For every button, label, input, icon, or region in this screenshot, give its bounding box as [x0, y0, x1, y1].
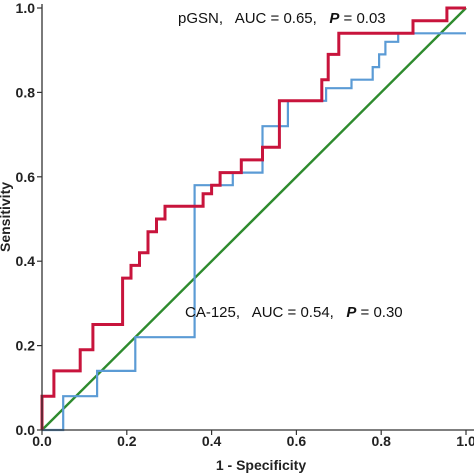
pgsn-annotation-p-value: = 0.03 — [339, 10, 385, 27]
y-tick-label: 1.0 — [16, 0, 36, 16]
pgsn-curve — [40, 6, 466, 430]
y-tick-label: 0.4 — [16, 253, 36, 269]
ca125-annotation: CA-125, AUC = 0.54, P = 0.30 — [185, 304, 403, 321]
y-tick-label: 0.2 — [16, 338, 36, 354]
ca125-annotation-p-symbol: P — [346, 304, 357, 321]
ca125-annotation-p-value: = 0.30 — [356, 304, 402, 321]
ca125-curve — [42, 32, 466, 432]
y-tick-label: 0.0 — [16, 422, 36, 438]
pgsn-annotation-p-symbol: P — [329, 10, 340, 27]
pgsn-annotation: pGSN, AUC = 0.65, P = 0.03 — [178, 10, 386, 27]
x-tick-label: 0.6 — [287, 433, 307, 449]
y-tick-label: 0.8 — [16, 84, 36, 100]
x-axis-ticks: 0.0 0.2 0.4 0.6 0.8 1.0 — [32, 430, 474, 449]
reference-curve — [41, 7, 467, 431]
roc-curves — [40, 6, 467, 432]
ca125-annotation-stats: CA-125, AUC = 0.54, — [185, 304, 346, 321]
x-tick-label: 0.2 — [117, 433, 137, 449]
y-tick-label: 0.6 — [16, 169, 36, 185]
x-tick-label: 0.0 — [32, 433, 52, 449]
y-axis-label: Sensitivity — [0, 182, 13, 252]
x-tick-label: 0.4 — [202, 433, 222, 449]
x-tick-label: 0.8 — [371, 433, 391, 449]
y-axis-ticks: 0.0 0.2 0.4 0.6 0.8 1.0 — [16, 0, 42, 438]
pgsn-annotation-stats: pGSN, AUC = 0.65, — [178, 10, 329, 27]
x-tick-label: 1.0 — [456, 433, 474, 449]
x-axis-label: 1 - Specificity — [216, 457, 306, 473]
